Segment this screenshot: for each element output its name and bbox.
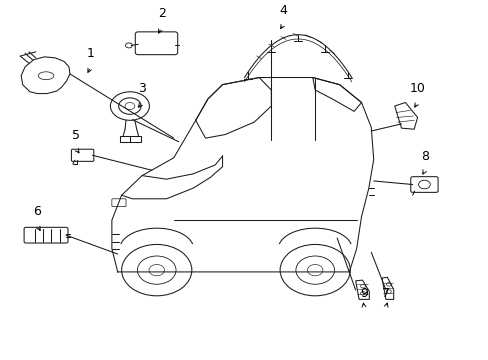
Text: 10: 10 <box>409 82 425 95</box>
Text: 8: 8 <box>420 150 428 163</box>
Text: 4: 4 <box>279 4 287 17</box>
Text: 1: 1 <box>87 47 95 60</box>
Text: 7: 7 <box>381 287 389 301</box>
Text: 5: 5 <box>72 129 80 142</box>
Text: 9: 9 <box>359 287 367 301</box>
Text: 2: 2 <box>157 8 165 21</box>
Text: 6: 6 <box>33 206 41 219</box>
Text: 3: 3 <box>138 82 146 95</box>
